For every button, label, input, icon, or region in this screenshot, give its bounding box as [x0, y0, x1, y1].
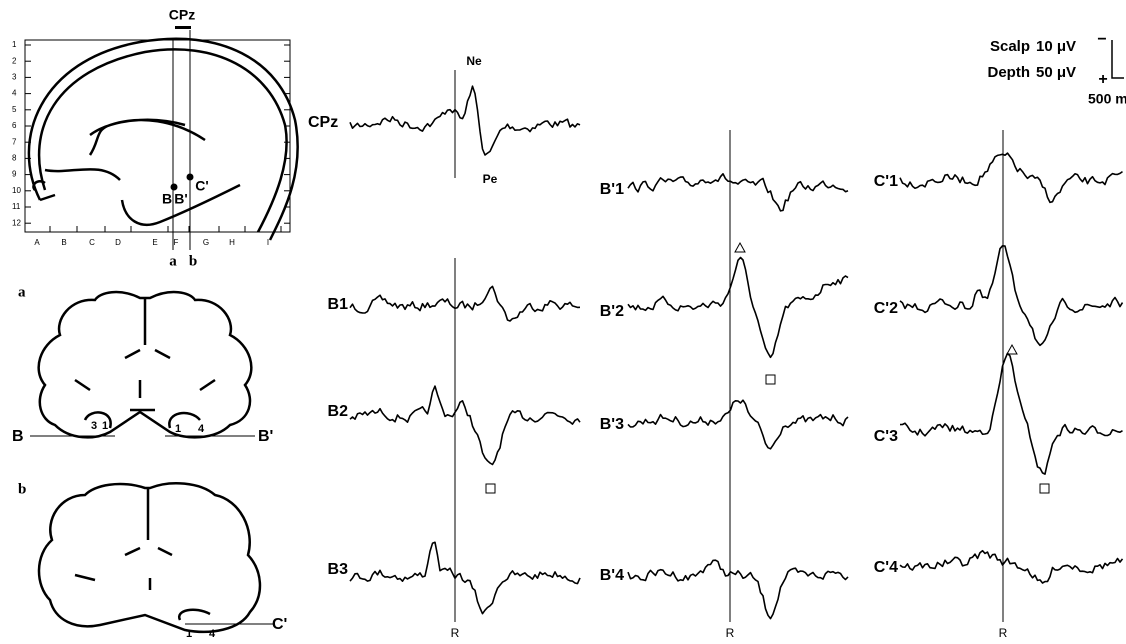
column-label: F: [174, 238, 179, 247]
waveform: [628, 258, 848, 358]
triangle-marker: [1007, 345, 1017, 354]
scale-bar: [1112, 40, 1124, 78]
figure: CPz B B' C' a b a B B' 3 1 1 4 b C' 1 4 …: [0, 0, 1126, 644]
trace-label: C'2: [874, 300, 898, 317]
contact-number: 1: [186, 628, 192, 640]
triangle-marker: [735, 243, 745, 252]
event-label: R: [726, 626, 735, 640]
row-label: 9: [12, 170, 17, 179]
cpz-marker: [175, 26, 191, 29]
coronal-outline: [39, 292, 252, 437]
column-label: I: [267, 238, 269, 247]
trace-label: C'1: [874, 173, 898, 190]
row-label: 12: [12, 218, 21, 227]
trace-label: B2: [328, 403, 349, 420]
square-marker: [766, 375, 775, 384]
row-label: 3: [12, 73, 17, 82]
row-label: 7: [12, 137, 17, 146]
row-label: 4: [12, 89, 17, 98]
contact-number: 4: [198, 423, 205, 435]
skull-base: [40, 169, 120, 200]
trace-label: B'3: [600, 416, 624, 433]
waveform: [900, 551, 1123, 583]
contact-label: B': [174, 191, 187, 207]
grid-frame: [25, 40, 290, 232]
waveform: [350, 286, 580, 321]
coronal-outline: [39, 483, 260, 632]
trace-label: C'3: [874, 428, 898, 445]
column-label: B: [61, 238, 66, 247]
polarity-minus: −: [1097, 31, 1106, 48]
head-outer: [29, 39, 298, 240]
square-marker: [1040, 484, 1049, 493]
hippocampus: [179, 610, 210, 620]
row-label: 5: [12, 105, 17, 114]
trace-label: B3: [328, 561, 349, 578]
column-label: H: [229, 238, 235, 247]
scale-label: Scalp: [990, 38, 1030, 55]
contact-number: 3: [91, 420, 97, 432]
event-label: R: [999, 626, 1008, 640]
waveform: [350, 386, 580, 464]
electrode-label: B: [12, 428, 24, 445]
row-label: 8: [12, 154, 17, 163]
contact-label: B: [162, 191, 172, 207]
contact-number: 1: [102, 420, 108, 432]
plane-label: a: [169, 253, 177, 269]
contact-label: C': [195, 178, 208, 194]
row-label: 6: [12, 121, 17, 130]
panel-label: b: [18, 481, 26, 497]
polarity-plus: +: [1098, 71, 1107, 88]
corpus-callosum: [90, 120, 205, 155]
scale-value: 50 μV: [1036, 64, 1076, 81]
scale-time: 500 ms: [1088, 91, 1126, 107]
panel-label: a: [18, 284, 26, 300]
peak-label: Pe: [483, 172, 498, 186]
waveform: [628, 560, 848, 618]
event-label: R: [451, 626, 460, 640]
contact-number: 1: [175, 423, 181, 435]
trace-label: CPz: [308, 114, 338, 131]
contact-b: [171, 184, 178, 191]
electrode-label: B': [258, 428, 273, 445]
trace-label: B1: [328, 296, 349, 313]
waveform: [900, 153, 1123, 202]
ventricles: [75, 548, 172, 590]
column-label: C: [89, 238, 95, 247]
scale-value: 10 μV: [1036, 38, 1076, 55]
trace-label: B'4: [600, 567, 624, 584]
contact-number: 4: [209, 628, 216, 640]
trace-label: B'2: [600, 303, 624, 320]
scale-label: Depth: [988, 64, 1031, 81]
column-label: E: [152, 238, 157, 247]
waveform: [900, 353, 1123, 474]
peak-label: Ne: [466, 54, 482, 68]
column-label: D: [115, 238, 121, 247]
waveform: [628, 400, 848, 449]
row-label: 10: [12, 186, 21, 195]
ventricles: [75, 350, 215, 410]
waveform: [628, 174, 848, 211]
electrode-label: C': [272, 616, 287, 633]
row-label: 1: [12, 40, 17, 49]
row-label: 2: [12, 56, 17, 65]
trace-label: B'1: [600, 181, 624, 198]
waveform: [350, 542, 580, 613]
waveform: [900, 246, 1123, 346]
column-label: A: [34, 238, 40, 247]
plane-label: b: [189, 253, 197, 269]
row-label: 11: [12, 202, 21, 211]
electrode-label: CPz: [169, 7, 195, 23]
column-label: G: [203, 238, 209, 247]
waveform: [350, 86, 580, 155]
square-marker: [486, 484, 495, 493]
contact-c: [187, 174, 194, 181]
trace-label: C'4: [874, 559, 898, 576]
